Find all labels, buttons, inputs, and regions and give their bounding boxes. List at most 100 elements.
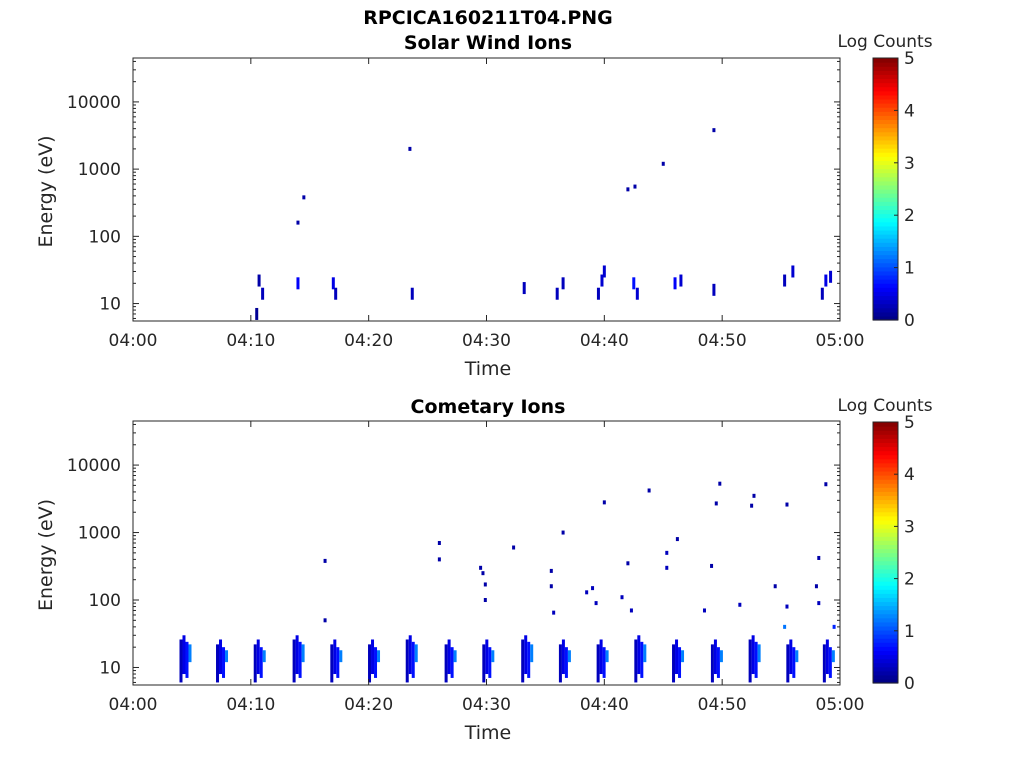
data-cell bbox=[255, 307, 259, 320]
colorbar-tick-label: 4 bbox=[904, 101, 915, 121]
data-cell bbox=[679, 274, 683, 287]
colorbar-segment bbox=[873, 629, 898, 635]
data-cell bbox=[814, 584, 818, 589]
burst-cell bbox=[491, 650, 495, 663]
colorbar-segment bbox=[873, 299, 898, 305]
burst-cell bbox=[675, 639, 679, 675]
burst-cell bbox=[599, 639, 603, 675]
burst-cell bbox=[527, 641, 531, 678]
colorbar-tick-label: 4 bbox=[904, 465, 915, 485]
burst-cell bbox=[219, 639, 223, 675]
data-cell bbox=[596, 287, 600, 300]
x-tick-label: 04:00 bbox=[109, 331, 158, 351]
data-cell bbox=[712, 128, 716, 133]
colorbar-segment bbox=[873, 470, 898, 476]
data-cell bbox=[512, 545, 516, 550]
x-tick-label: 05:00 bbox=[816, 695, 865, 715]
panel-1: 04:00 04:10 04:20 04:30 04:40 04:50 05:0010100… bbox=[35, 32, 933, 380]
burst-cell bbox=[182, 635, 186, 675]
colorbar-tick-label: 3 bbox=[904, 517, 915, 537]
x-tick-label: 04:10 bbox=[226, 331, 275, 351]
burst-cell bbox=[377, 650, 381, 663]
colorbar-segment bbox=[873, 438, 898, 443]
data-cell bbox=[702, 608, 706, 613]
colorbar-tick-label: 1 bbox=[904, 259, 915, 279]
colorbar-segment bbox=[873, 295, 898, 301]
colorbar-segment bbox=[873, 213, 898, 219]
colorbar-segment bbox=[873, 434, 898, 439]
colorbar-tick-label: 5 bbox=[904, 413, 915, 433]
data-cell bbox=[594, 601, 598, 606]
data-cell bbox=[323, 558, 327, 563]
colorbar-segment bbox=[873, 568, 898, 574]
burst-cell bbox=[643, 644, 647, 663]
data-cell bbox=[783, 624, 787, 629]
colorbar-tick-label: 0 bbox=[904, 311, 915, 331]
y-tick-label: 10000 bbox=[67, 456, 121, 476]
data-cell bbox=[824, 274, 828, 287]
data-cell bbox=[602, 500, 606, 505]
colorbar-segment bbox=[873, 98, 898, 104]
burst-cell bbox=[371, 639, 375, 675]
data-cell bbox=[296, 277, 300, 290]
colorbar-segment bbox=[873, 507, 898, 513]
burst-cell bbox=[719, 650, 723, 663]
burst-cell bbox=[414, 644, 418, 663]
colorbar-segment bbox=[873, 119, 898, 125]
burst-cell bbox=[330, 644, 334, 683]
colorbar-segment bbox=[873, 205, 898, 211]
panel-title: Solar Wind Ions bbox=[404, 32, 572, 54]
burst-cell bbox=[637, 635, 641, 675]
colorbar-segment bbox=[873, 311, 898, 317]
data-cell bbox=[718, 481, 722, 486]
colorbar-segment bbox=[873, 479, 898, 484]
data-cell bbox=[785, 604, 789, 609]
colorbar-segment bbox=[873, 62, 898, 67]
colorbar-segment bbox=[873, 86, 898, 92]
colorbar-segment bbox=[873, 143, 898, 149]
y-tick-label: 100 bbox=[89, 227, 121, 247]
colorbar-segment bbox=[873, 536, 898, 541]
panels: 04:00 04:10 04:20 04:30 04:40 04:50 05:0010100… bbox=[35, 32, 933, 744]
burst-cell bbox=[713, 639, 717, 675]
colorbar-segment bbox=[873, 495, 898, 501]
burst-cell bbox=[786, 644, 790, 683]
data-cell bbox=[481, 571, 485, 576]
data-cell bbox=[620, 595, 624, 600]
colorbar-tick-label: 0 bbox=[904, 674, 915, 694]
colorbar-segment bbox=[873, 576, 898, 582]
colorbar-segment bbox=[873, 458, 898, 464]
burst-cell bbox=[253, 644, 257, 683]
data-cell bbox=[673, 277, 677, 290]
colorbar-segment bbox=[873, 229, 898, 235]
data-cell bbox=[714, 501, 718, 506]
colorbar-segment bbox=[873, 532, 898, 537]
plot-area bbox=[132, 57, 841, 322]
data-cell bbox=[665, 565, 669, 570]
burst-cell bbox=[295, 635, 299, 675]
burst-cell bbox=[640, 641, 644, 678]
colorbar-segment bbox=[873, 279, 898, 284]
colorbar-segment bbox=[873, 491, 898, 497]
figure-title: RPCICA160211T04.PNG bbox=[363, 7, 613, 29]
colorbar-segment bbox=[873, 511, 898, 517]
colorbar-tick-label: 1 bbox=[904, 622, 915, 642]
burst-cell bbox=[336, 647, 340, 678]
colorbar-segment bbox=[873, 66, 898, 71]
colorbar-segment bbox=[873, 654, 898, 660]
data-cell bbox=[675, 537, 679, 542]
colorbar-segment bbox=[873, 58, 898, 63]
data-cell bbox=[626, 187, 630, 192]
data-cell bbox=[334, 287, 338, 300]
colorbar-segment bbox=[873, 483, 898, 488]
colorbar-segment bbox=[873, 426, 898, 431]
colorbar-segment bbox=[873, 234, 898, 239]
x-tick-label: 04:30 bbox=[462, 695, 511, 715]
burst-cell bbox=[408, 635, 412, 675]
data-cell bbox=[820, 287, 824, 300]
colorbar-segment bbox=[873, 209, 898, 215]
colorbar-segment bbox=[873, 446, 898, 452]
colorbar-segment bbox=[873, 164, 898, 170]
data-cell bbox=[437, 540, 441, 545]
